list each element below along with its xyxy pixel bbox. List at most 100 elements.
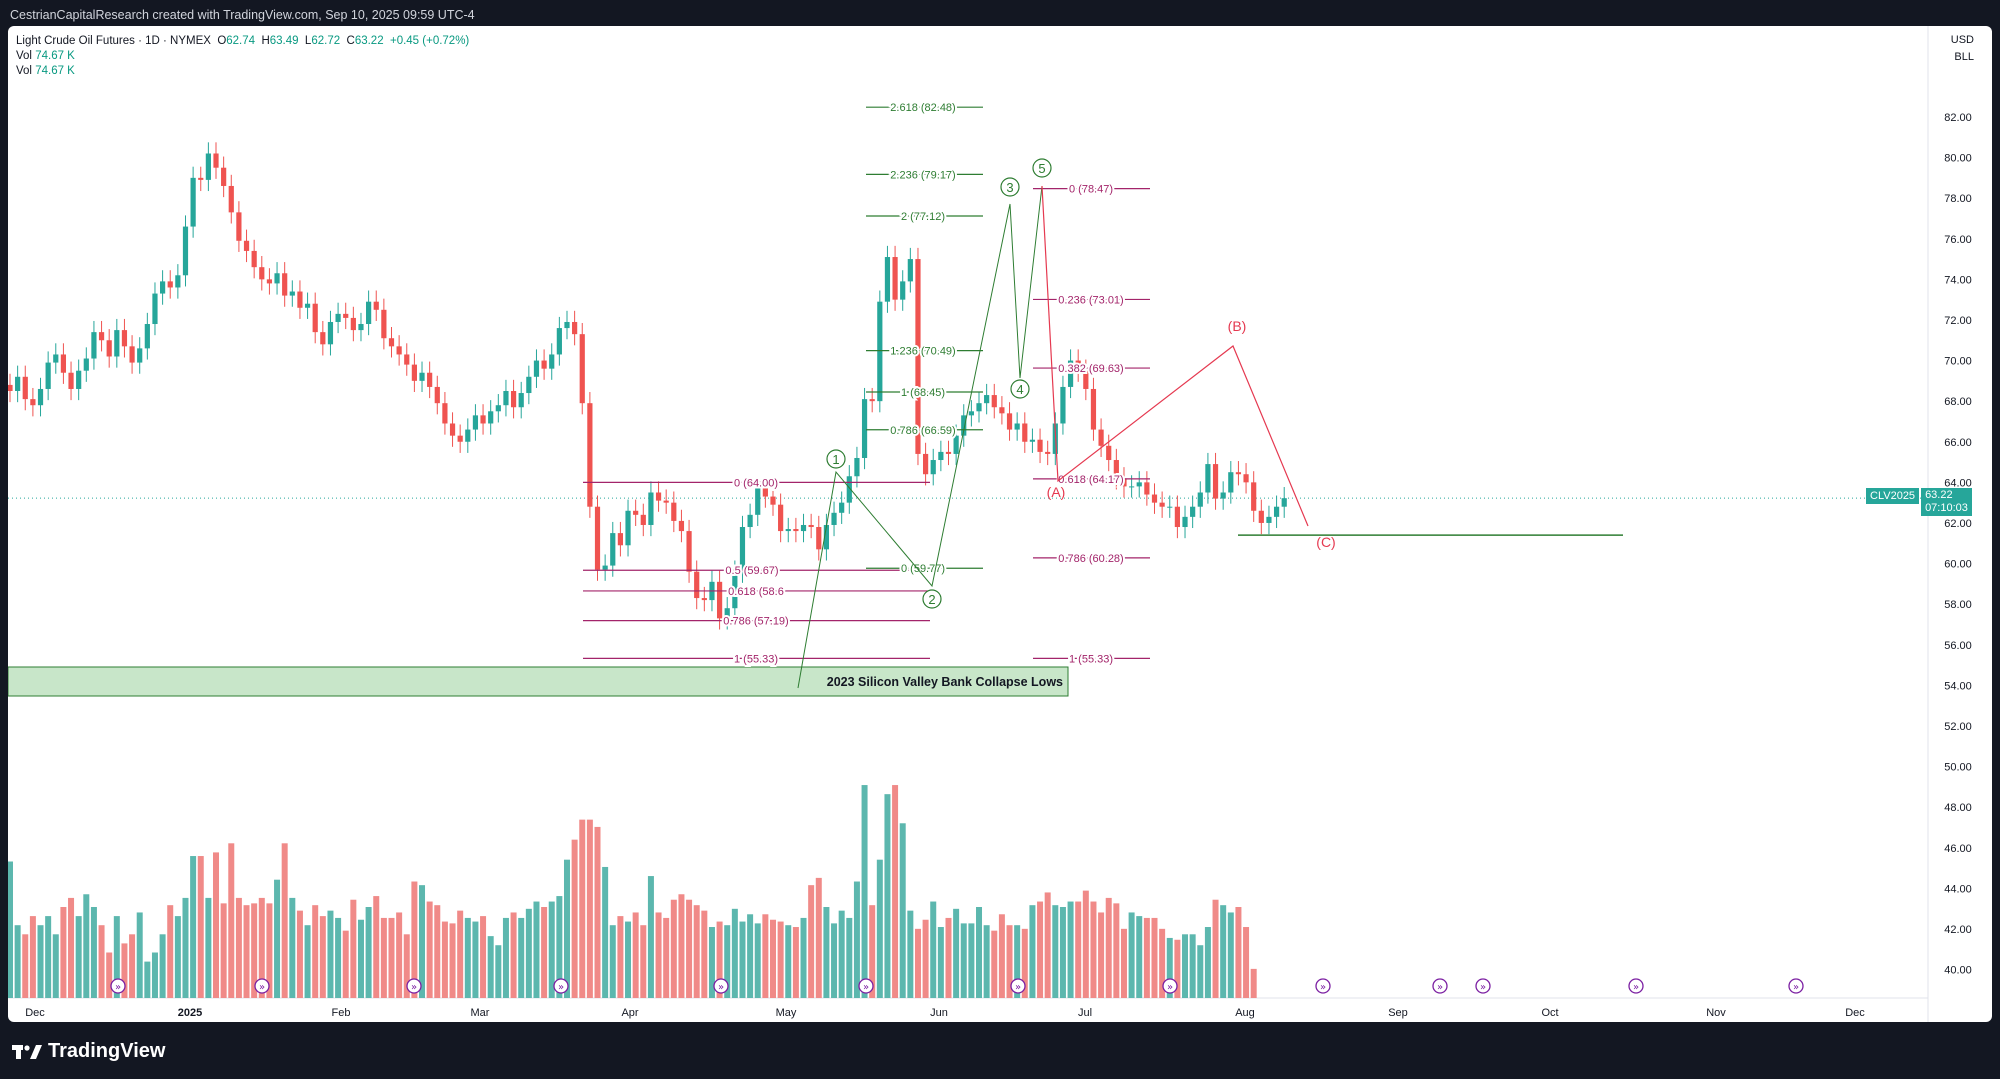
legend-vol-row-2: Vol 74.67 K [16, 65, 75, 77]
x-tick-label: Sep [1388, 1007, 1408, 1019]
candle-body [1014, 423, 1020, 430]
event-marker-icon [406, 978, 422, 994]
candle-body [1167, 506, 1173, 508]
candle-body [144, 324, 150, 349]
candle-body [15, 376, 21, 391]
volume-bar [914, 928, 921, 998]
volume-bar [1189, 934, 1196, 998]
candle-body [785, 529, 791, 532]
y-tick-label: 50.00 [1944, 762, 1972, 774]
candle-body [854, 457, 860, 477]
volume-bar [258, 897, 265, 998]
y-tick-label: 60.00 [1944, 559, 1972, 571]
volume-bar [686, 899, 693, 998]
candle-body [846, 476, 852, 503]
volume-bar [785, 925, 792, 998]
candle-body [533, 360, 540, 377]
volume-bar [1143, 917, 1150, 998]
candle-body [91, 332, 97, 359]
candle-body [724, 608, 730, 619]
volume-bar [937, 927, 944, 998]
y-tick-label: 72.00 [1944, 315, 1972, 327]
candle-body [472, 415, 479, 430]
volume-bar [266, 903, 273, 998]
volume-bar [556, 896, 563, 998]
abc-label: (A) [1047, 484, 1066, 500]
wave-label-circle [1000, 177, 1020, 197]
candle-body [152, 293, 158, 325]
x-tick-label: 2025 [178, 1007, 202, 1019]
volume-bar [586, 819, 593, 998]
candle-body [1197, 492, 1203, 507]
y-tick-label: 82.00 [1944, 112, 1972, 124]
candle-body [1136, 482, 1142, 487]
y-tick-label: 54.00 [1944, 680, 1972, 692]
candle-body [923, 453, 929, 475]
candle-body [762, 488, 768, 497]
y-tick-label: 64.00 [1944, 477, 1972, 489]
candle-body [221, 167, 227, 186]
volume-bar [792, 927, 799, 998]
volume-bar [663, 917, 670, 998]
tradingview-logo[interactable]: TradingView [12, 1040, 165, 1063]
price-chart[interactable]: 40.00 42.00 44.00 46.00 48.00 50.00 52.00 54.00… [8, 26, 1992, 1022]
candle-body [1151, 494, 1158, 503]
candle-body [541, 360, 547, 369]
volume-bar [213, 852, 220, 998]
candle-body [381, 309, 387, 339]
candle-body [572, 321, 578, 335]
x-tick-label: Dec [25, 1007, 45, 1019]
candle-body [442, 403, 448, 424]
volume-bar [731, 908, 738, 998]
volume-bar [167, 905, 174, 998]
candle-body [1090, 388, 1097, 430]
volume-bar [594, 826, 601, 998]
tradingview-logo-icon [12, 1044, 42, 1059]
legend-open: 62.74 [226, 35, 256, 47]
volume-bar [808, 885, 815, 998]
fib-level-label: 0.236 (73.01) [1058, 294, 1123, 306]
volume-bar [838, 910, 845, 998]
footer-bar: TradingView [0, 1022, 2000, 1079]
volume-bar [548, 901, 555, 998]
volume-bar [449, 923, 456, 998]
candle-body [1205, 464, 1211, 493]
candle-body [137, 348, 143, 363]
y-tick-label: 74.00 [1944, 274, 1972, 286]
candle-body [671, 502, 677, 521]
axis-currency[interactable]: USD [1950, 34, 1974, 46]
volume-bar [1243, 927, 1250, 998]
volume-bar [14, 925, 21, 998]
axis-unit[interactable]: BLL [1954, 51, 1974, 63]
y-tick-label: 40.00 [1944, 965, 1972, 977]
candle-body [213, 153, 219, 168]
volume-bar [403, 934, 410, 998]
y-tick-label: 48.00 [1944, 802, 1972, 814]
volume-bar [8, 861, 13, 998]
candle-body [877, 301, 883, 402]
candle-body [556, 328, 562, 355]
event-marker-glyph: » [1015, 982, 1021, 993]
volume-bar [1159, 928, 1166, 998]
candle-body [976, 403, 982, 412]
candle-body [404, 354, 410, 365]
candle-body [37, 388, 44, 406]
candle-body [419, 372, 425, 381]
event-marker-icon [553, 978, 569, 994]
volume-bar [815, 877, 822, 998]
candle-body [457, 435, 463, 442]
candle-body [53, 354, 59, 363]
event-marker-glyph: » [718, 982, 724, 993]
volume-bar [388, 917, 395, 998]
volume-bar [1014, 925, 1021, 998]
candle-body [1075, 360, 1081, 371]
candle-body [991, 395, 997, 408]
volume-bar [487, 936, 494, 998]
volume-bar [1082, 890, 1089, 998]
volume-bar [357, 919, 364, 998]
chart-panel[interactable]: 40.00 42.00 44.00 46.00 48.00 50.00 52.00 54.00… [8, 26, 1992, 1022]
volume-bar [29, 916, 36, 998]
candle-body [739, 527, 746, 572]
volume-bar [831, 923, 838, 998]
volume-bar [754, 923, 761, 998]
